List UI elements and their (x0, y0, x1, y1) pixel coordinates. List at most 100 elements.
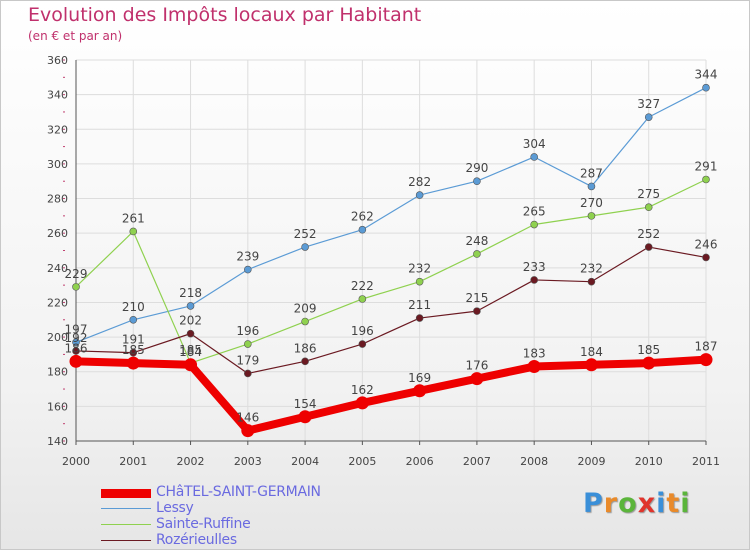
legend-label-chatel: CHâTEL-SAINT-GERMAIN (156, 484, 321, 500)
y-tick-label: 280 (47, 193, 68, 206)
data-point (644, 113, 653, 121)
data-label: 196 (351, 324, 374, 338)
data-point (415, 191, 424, 199)
logo-letter: t (666, 488, 681, 519)
y-tick-label: 340 (47, 89, 68, 102)
chart-subtitle: (en € et par an) (28, 29, 123, 43)
y-tick-label: 140 (47, 435, 68, 448)
data-label: 191 (122, 333, 145, 347)
logo-letter: i (656, 488, 667, 519)
data-point (644, 203, 653, 212)
data-label: 262 (351, 210, 374, 224)
data-point (72, 347, 80, 355)
data-label: 232 (580, 262, 603, 276)
data-point (358, 340, 367, 348)
data-point (72, 283, 80, 291)
data-point (587, 277, 596, 286)
data-label: 162 (351, 383, 374, 397)
data-label: 187 (695, 340, 718, 354)
data-label: 304 (523, 137, 546, 151)
data-point (702, 175, 710, 184)
data-label: 239 (236, 250, 259, 264)
data-point (355, 396, 369, 410)
data-point (298, 410, 312, 424)
data-label: 176 (465, 359, 488, 373)
y-tick-label: 260 (47, 227, 68, 240)
legend-swatch-chatel (101, 489, 151, 498)
data-point (530, 220, 538, 229)
series-line-1 (75, 87, 707, 343)
data-point (301, 357, 309, 366)
x-tick-label: 2008 (520, 455, 548, 468)
data-label: 169 (408, 371, 431, 385)
proxiti-logo: Proxiti (583, 488, 691, 519)
x-tick-label: 2003 (234, 455, 262, 468)
data-point (186, 302, 195, 310)
data-label: 327 (637, 97, 660, 111)
data-point (129, 348, 138, 357)
data-label: 222 (351, 279, 374, 293)
x-tick-label: 2002 (177, 455, 205, 468)
data-label: 185 (637, 343, 660, 357)
logo-letter: x (637, 488, 657, 519)
data-point (415, 277, 424, 286)
data-point (129, 315, 138, 324)
legend-label-sainte-ruffine: Sainte-Ruffine (156, 516, 251, 532)
legend-label-lessy: Lessy (156, 500, 194, 516)
data-label: 185 (122, 343, 145, 357)
data-point (642, 356, 656, 370)
data-point (186, 329, 195, 338)
x-tick-label: 2001 (119, 455, 147, 468)
x-tick-label: 2005 (348, 455, 376, 468)
data-label: 248 (465, 234, 488, 248)
data-label: 154 (294, 397, 317, 411)
y-tick-label: 180 (47, 366, 68, 379)
series-line-3 (75, 246, 707, 375)
data-point (358, 295, 367, 303)
legend-swatch-rozerieulles (101, 540, 151, 541)
data-label: 210 (122, 300, 145, 314)
data-label: 265 (523, 205, 546, 219)
data-point (126, 356, 140, 370)
y-tick-label: 320 (47, 123, 68, 136)
data-point (72, 338, 80, 347)
logo-letter: P (583, 488, 604, 519)
chart-title: Evolution des Impôts locaux par Habitant (28, 4, 422, 26)
data-label: 290 (465, 161, 488, 175)
data-label: 218 (179, 286, 202, 300)
y-tick-label: 240 (47, 262, 68, 275)
x-tick-label: 2000 (62, 455, 90, 468)
data-label: 196 (236, 324, 259, 338)
y-tick-label: 220 (47, 296, 68, 309)
data-point (413, 384, 427, 398)
data-label: 291 (695, 159, 718, 173)
data-point (702, 83, 710, 92)
x-tick-label: 2011 (692, 455, 720, 468)
data-point (527, 360, 541, 374)
data-label: 229 (65, 267, 88, 281)
data-point (473, 250, 481, 258)
data-label: 211 (408, 298, 431, 312)
data-label: 233 (523, 260, 546, 274)
data-point (69, 354, 83, 368)
y-tick-label: 200 (47, 331, 68, 344)
data-point (587, 212, 596, 220)
data-point (587, 182, 596, 191)
x-tick-label: 2004 (291, 455, 319, 468)
data-point (415, 314, 424, 322)
legend-swatch-lessy (101, 508, 151, 509)
y-tick-label: 360 (47, 54, 68, 67)
data-label: 252 (637, 227, 660, 241)
data-point (473, 177, 481, 186)
data-point (301, 243, 309, 251)
legend-swatch-sainte-ruffine (101, 524, 151, 525)
legend-label-rozerieulles: Rozérieulles (156, 532, 237, 548)
data-label: 287 (580, 166, 603, 180)
data-label: 186 (65, 341, 88, 355)
data-label: 197 (65, 322, 88, 336)
data-label: 215 (465, 291, 488, 305)
data-point (473, 307, 481, 315)
data-label: 185 (179, 343, 202, 357)
